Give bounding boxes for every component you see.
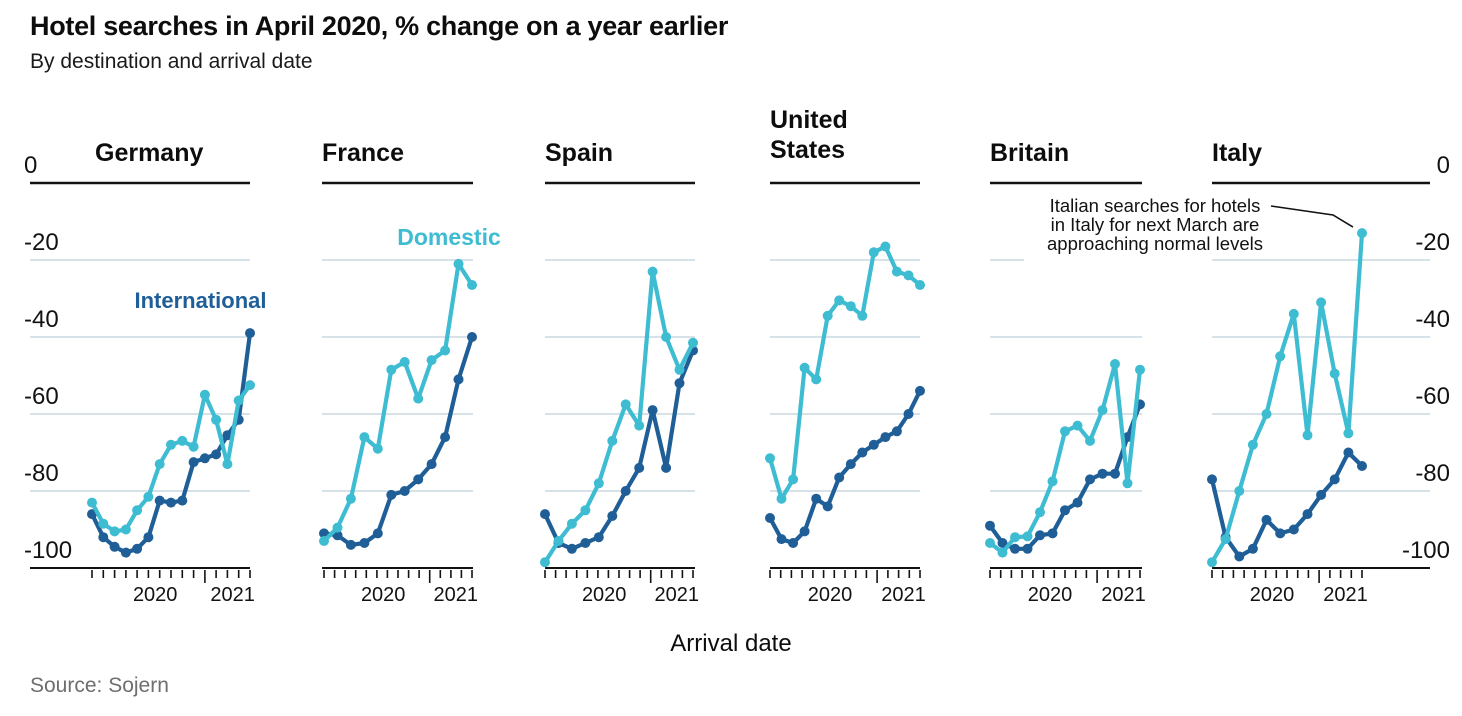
annotation-line-3: approaching normal levels bbox=[1047, 232, 1263, 254]
y-axis-label-right--20: -20 bbox=[1415, 229, 1450, 256]
x-tick-label-spain-2020: 2020 bbox=[581, 584, 627, 606]
source-note: Source: Sojern bbox=[30, 674, 169, 697]
series-label-international: International bbox=[134, 288, 267, 313]
panel-title-italy: Italy bbox=[1212, 139, 1263, 167]
y-axis-label-right--100: -100 bbox=[1401, 537, 1450, 564]
x-tick-label-united-states-2021: 2021 bbox=[881, 584, 926, 606]
y-axis-label-left-0: 0 bbox=[24, 152, 38, 179]
panel-title-germany: Germany bbox=[95, 139, 204, 167]
x-tick-label-italy-2020: 2020 bbox=[1249, 584, 1295, 606]
panel-title-britain: Britain bbox=[990, 139, 1070, 167]
x-tick-label-france-2020: 2020 bbox=[360, 584, 406, 606]
panel-title-spain: Spain bbox=[545, 139, 614, 167]
y-axis-label-left--40: -40 bbox=[24, 306, 59, 333]
y-axis-label-left--100: -100 bbox=[24, 537, 73, 564]
x-tick-label-britain-2021: 2021 bbox=[1101, 584, 1146, 606]
x-tick-label-britain-2020: 2020 bbox=[1027, 584, 1073, 606]
annotation-italy: Italian searches for hotels in Italy for… bbox=[1038, 195, 1272, 254]
series-label-domestic: Domestic bbox=[397, 224, 501, 250]
panel-title-france: France bbox=[322, 139, 404, 167]
x-tick-label-germany-2020: 2020 bbox=[132, 584, 178, 606]
x-tick-label-germany-2021: 2021 bbox=[210, 584, 255, 606]
x-tick-label-italy-2021: 2021 bbox=[1323, 584, 1368, 606]
y-axis-label-right--40: -40 bbox=[1415, 306, 1450, 333]
panel-title-united-states: United States bbox=[770, 106, 848, 164]
x-axis-title: Arrival date bbox=[670, 630, 792, 657]
y-axis-label-left--20: -20 bbox=[24, 229, 59, 256]
chart-title: Hotel searches in April 2020, % change o… bbox=[30, 11, 729, 41]
x-tick-label-france-2021: 2021 bbox=[433, 584, 478, 606]
x-tick-label-spain-2021: 2021 bbox=[654, 584, 699, 606]
chart-subtitle: By destination and arrival date bbox=[30, 50, 313, 73]
y-axis-label-right--80: -80 bbox=[1415, 460, 1450, 487]
x-tick-label-united-states-2020: 2020 bbox=[807, 584, 853, 606]
y-axis-label-left--60: -60 bbox=[24, 383, 59, 410]
annotation-line-2: in Italy for next March are bbox=[1050, 213, 1260, 235]
y-axis-label-right-0: 0 bbox=[1436, 152, 1450, 179]
y-axis-label-right--60: -60 bbox=[1415, 383, 1450, 410]
y-axis-label-left--80: -80 bbox=[24, 460, 59, 487]
annotation-line-1: Italian searches for hotels bbox=[1049, 195, 1261, 216]
